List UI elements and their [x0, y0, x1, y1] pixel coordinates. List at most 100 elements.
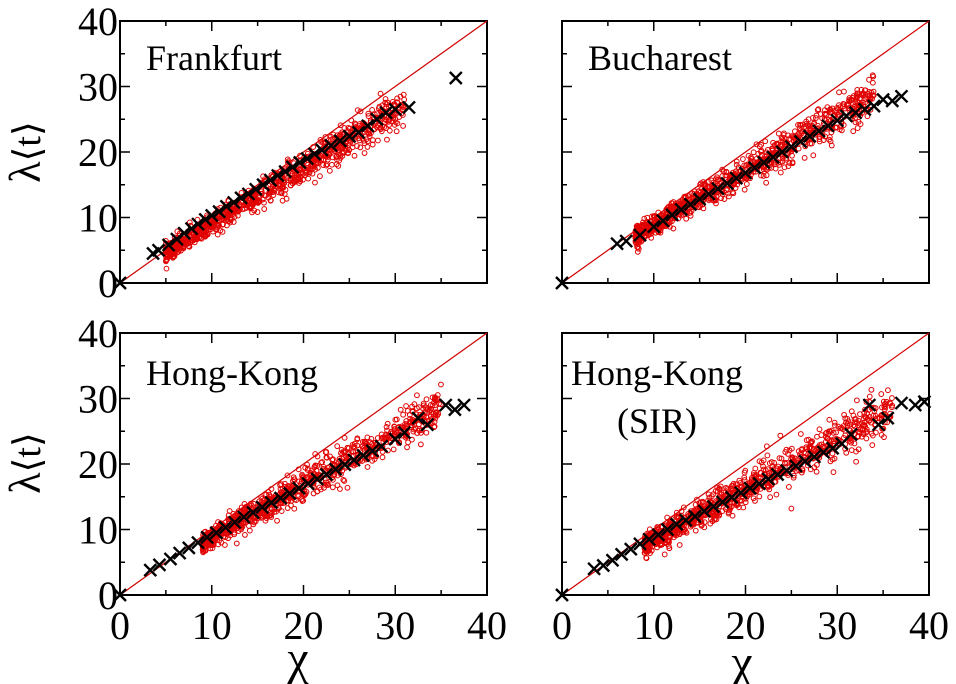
panel-title: Bucharest [588, 38, 732, 78]
scatter-point [866, 76, 872, 83]
scatter-point [211, 532, 217, 539]
x-marker [766, 150, 780, 165]
scatter-point [794, 457, 801, 464]
x-marker [720, 176, 734, 191]
scatter-point [674, 529, 681, 536]
scatter-point [414, 392, 420, 399]
x-marker [337, 457, 352, 472]
scatter-point [346, 147, 353, 153]
scatter-point [281, 191, 288, 197]
x-marker [715, 495, 730, 509]
panel-title: Hong-Kong [571, 353, 743, 393]
scatter-point [854, 125, 861, 131]
scatter-point [778, 455, 785, 462]
x-marker [237, 510, 251, 524]
scatter-point [217, 227, 224, 234]
scatter-point [214, 231, 221, 238]
scatter-point [636, 238, 643, 245]
scatter-point [297, 166, 303, 172]
scatter-point [829, 450, 836, 457]
scatter-point [366, 133, 373, 140]
scatter-point [866, 393, 873, 400]
x-marker [734, 485, 748, 500]
scatter-point [824, 445, 831, 452]
x-marker [342, 129, 357, 144]
scatter-point [705, 195, 712, 202]
scatter-point [244, 504, 251, 510]
scatter-point [855, 446, 862, 453]
scatter-point [174, 246, 180, 252]
y-tick-label: 40 [78, 311, 118, 356]
scatter-point [700, 205, 707, 212]
scatter-point [843, 449, 850, 456]
scatter-point [723, 168, 730, 175]
scatter-point [690, 194, 697, 200]
scatter-point [340, 448, 347, 455]
scatter-point [350, 452, 357, 459]
scatter-point [169, 251, 176, 258]
x-marker [821, 118, 835, 133]
x-marker-series [555, 394, 932, 602]
scatter-point [423, 429, 430, 436]
x-marker [738, 166, 753, 180]
scatter-point [349, 144, 356, 151]
x-marker [360, 118, 375, 133]
y-axis-label-t: ⟨t⟩ [7, 121, 49, 161]
scatter-point [418, 427, 425, 434]
scatter-point [846, 438, 853, 444]
chart-panel-1: 0 10 20 30 40 Frankfurt [78, 0, 488, 306]
scatter-point [868, 386, 875, 393]
scatter-point [270, 192, 277, 198]
scatter-point [403, 418, 410, 424]
x-marker [697, 504, 712, 519]
scatter-point [313, 467, 320, 474]
scatter-point [357, 144, 364, 151]
scatter-point [816, 426, 823, 433]
scatter-point [666, 545, 673, 552]
x-marker [683, 197, 698, 212]
scatter-point [750, 149, 757, 156]
panel-title: Frankfurt [146, 38, 282, 78]
x-axis-label-right: χ [730, 636, 753, 684]
scatter-point [395, 428, 402, 435]
x-marker [555, 588, 569, 602]
x-marker [255, 500, 270, 515]
x-marker [679, 513, 693, 528]
scatter-point [726, 193, 732, 200]
scatter-point [738, 484, 745, 491]
x-marker [218, 520, 233, 535]
x-marker [161, 238, 176, 252]
scatter-point [828, 108, 834, 115]
chart-panel-2: Bucharest [555, 20, 930, 290]
x-marker [633, 228, 647, 243]
scatter-point [418, 429, 424, 436]
x-marker [278, 164, 292, 179]
chart-panel-3: 0 10 20 30 40 0 10 20 30 40 Hong-Kong [78, 311, 507, 648]
x-tick-label: 20 [284, 603, 324, 648]
x-marker [605, 553, 620, 568]
scatter-point [323, 449, 330, 455]
x-marker [793, 134, 808, 149]
x-marker [674, 202, 689, 217]
x-marker [825, 441, 840, 456]
scatter-point [795, 121, 801, 128]
x-tick-label: 40 [909, 603, 949, 648]
x-marker [351, 125, 366, 140]
scatter-point [312, 157, 319, 164]
scatter-point [740, 504, 747, 511]
scatter-point [801, 449, 808, 456]
scatter-point [299, 471, 305, 478]
x-marker [830, 113, 845, 128]
scatter-point [763, 172, 770, 179]
scatter-point [634, 248, 641, 255]
scatter-point [384, 99, 391, 106]
scatter-point [379, 448, 386, 455]
x-marker [448, 71, 463, 85]
scatter-point [762, 138, 769, 145]
scatter-point [197, 234, 204, 241]
scatter-point [203, 232, 210, 239]
scatter-point [740, 156, 746, 162]
scatter-point [727, 506, 733, 512]
scatter-point [391, 424, 398, 430]
scatter-point [384, 136, 390, 143]
